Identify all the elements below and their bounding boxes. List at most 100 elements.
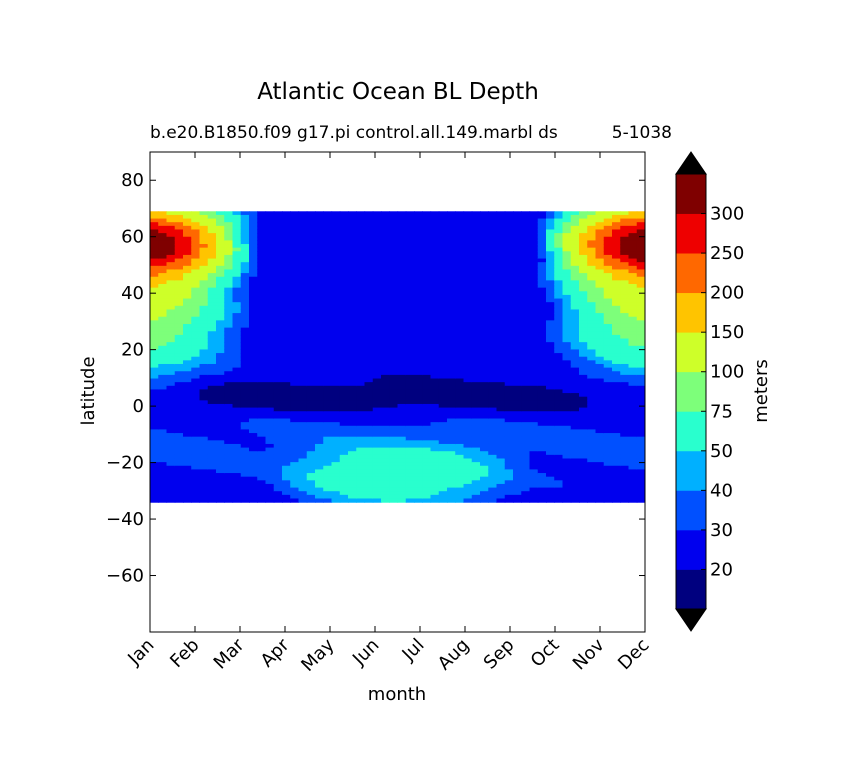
contour-cell: [488, 382, 498, 387]
contour-cell: [364, 233, 374, 238]
contour-cell: [315, 262, 324, 267]
contour-cell: [207, 403, 217, 409]
contour-cell: [290, 451, 300, 456]
contour-cell: [570, 338, 580, 343]
contour-cell: [331, 254, 341, 260]
contour-cell: [504, 258, 514, 263]
contour-cell: [364, 291, 374, 296]
contour-cell: [463, 214, 473, 220]
contour-cell: [257, 251, 267, 256]
contour-cell: [546, 342, 555, 347]
contour-cell: [315, 349, 324, 354]
contour-cell: [397, 323, 407, 329]
contour-cell: [298, 462, 308, 467]
contour-cell: [430, 491, 440, 496]
contour-cell: [381, 451, 390, 456]
contour-cell: [513, 371, 522, 376]
contour-cell: [315, 244, 324, 249]
contour-cell: [471, 411, 481, 416]
contour-cell: [620, 309, 630, 314]
colorbar-label: meters: [751, 359, 772, 423]
contour-cell: [480, 331, 489, 336]
contour-cell: [273, 309, 283, 314]
contour-cell: [224, 334, 234, 340]
contour-cell: [166, 483, 176, 489]
contour-cell: [579, 294, 588, 300]
contour-cell: [191, 214, 201, 220]
contour-cell: [240, 473, 250, 478]
contour-cell: [331, 396, 341, 401]
contour-cell: [537, 345, 547, 351]
contour-cell: [463, 400, 473, 405]
contour-cell: [298, 334, 308, 340]
contour-cell: [356, 247, 366, 252]
contour-cell: [612, 480, 621, 485]
contour-cell: [249, 240, 258, 245]
contour-cell: [496, 331, 506, 336]
contour-cell: [249, 403, 258, 409]
contour-cell: [174, 422, 184, 427]
contour-cell: [570, 262, 580, 267]
contour-cell: [191, 433, 201, 438]
contour-cell: [232, 338, 242, 343]
contour-cell: [620, 393, 630, 398]
contour-cell: [455, 334, 465, 340]
contour-cell: [414, 316, 423, 321]
contour-cell: [356, 363, 366, 369]
contour-cell: [579, 443, 588, 449]
contour-cell: [620, 473, 630, 478]
contour-cell: [372, 494, 382, 500]
contour-cell: [529, 462, 539, 467]
contour-cell: [282, 403, 291, 409]
contour-cell: [150, 287, 159, 292]
contour-cell: [323, 320, 333, 325]
contour-cell: [620, 287, 630, 292]
contour-cell: [372, 403, 382, 409]
contour-cell: [513, 291, 522, 296]
contour-cell: [447, 233, 456, 238]
contour-cell: [191, 236, 201, 241]
contour-cell: [546, 323, 555, 329]
contour-cell: [579, 262, 588, 267]
contour-cell: [628, 458, 638, 463]
contour-cell: [397, 280, 407, 285]
contour-cell: [389, 251, 399, 256]
contour-cell: [612, 211, 621, 216]
contour-cell: [513, 287, 522, 292]
contour-cell: [364, 469, 374, 474]
contour-cell: [587, 382, 597, 387]
contour-cell: [397, 229, 407, 234]
contour-cell: [579, 483, 588, 489]
contour-cell: [430, 389, 440, 394]
contour-cell: [273, 349, 283, 354]
contour-cell: [389, 356, 399, 361]
contour-cell: [612, 363, 621, 369]
contour-cell: [628, 440, 638, 445]
contour-cell: [422, 356, 432, 361]
contour-cell: [537, 327, 547, 332]
contour-cell: [364, 458, 374, 463]
contour-cell: [224, 411, 234, 416]
contour-cell: [636, 367, 645, 372]
contour-cell: [562, 211, 572, 216]
contour-cell: [158, 240, 168, 245]
contour-cell: [636, 211, 645, 216]
contour-cell: [331, 294, 341, 300]
contour-cell: [480, 407, 489, 412]
contour-cell: [529, 269, 539, 274]
contour-cell: [612, 349, 621, 354]
contour-cell: [480, 214, 489, 220]
contour-cell: [603, 371, 613, 376]
contour-cell: [438, 327, 448, 332]
contour-cell: [579, 407, 588, 412]
contour-cell: [496, 407, 506, 412]
contour-cell: [232, 393, 242, 398]
contour-cell: [455, 218, 465, 223]
contour-cell: [570, 265, 580, 271]
contour-cell: [306, 473, 316, 478]
contour-cell: [438, 244, 448, 249]
contour-cell: [282, 414, 291, 420]
contour-cell: [150, 334, 159, 340]
contour-cell: [306, 342, 316, 347]
contour-cell: [240, 320, 250, 325]
